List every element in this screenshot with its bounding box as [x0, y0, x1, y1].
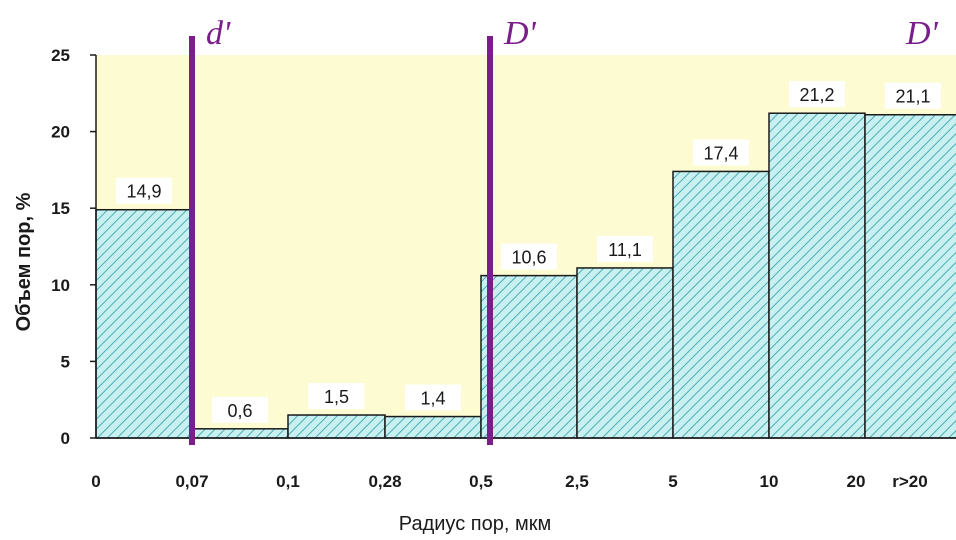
- data-label-7: 17,4: [703, 143, 738, 163]
- data-label-bg-1: [116, 177, 172, 204]
- x-tick-label-0: 0: [91, 472, 100, 491]
- bar-9: [864, 113, 956, 439]
- marker-label-2: D': [503, 15, 537, 52]
- bar-2: [191, 428, 289, 439]
- y-tick-label-4: 20: [51, 123, 70, 142]
- x-tick-label-9: r>20: [892, 472, 927, 491]
- x-axis-title: Радиус пор, мкм: [399, 513, 551, 535]
- y-tick-label-1: 5: [61, 352, 70, 371]
- data-label-9: 21,1: [895, 87, 930, 107]
- data-label-5: 10,6: [511, 248, 546, 268]
- y-tick-label-5: 25: [51, 46, 70, 65]
- bar-5: [480, 274, 578, 439]
- data-label-bg-9: [885, 82, 941, 109]
- bar-6: [576, 267, 674, 439]
- data-label-bg-2: [212, 396, 268, 423]
- data-label-1: 14,9: [126, 182, 161, 202]
- y-axis-title: Объем пор, %: [13, 192, 35, 331]
- x-tick-label-5: 2,5: [565, 472, 589, 491]
- bar-7: [672, 170, 770, 439]
- x-tick-label-8: 20: [847, 472, 866, 491]
- x-tick-label-1: 0,07: [175, 472, 208, 491]
- data-label-bg-7: [693, 139, 749, 166]
- y-tick-label-2: 10: [51, 276, 70, 295]
- data-label-bg-8: [789, 81, 845, 108]
- x-tick-label-7: 10: [760, 472, 779, 491]
- data-label-bg-4: [405, 384, 461, 411]
- y-tick-label-0: 0: [61, 429, 70, 448]
- data-label-bg-5: [501, 243, 557, 270]
- bar-4: [384, 415, 482, 439]
- data-label-bg-3: [308, 383, 365, 410]
- marker-label-1: d': [206, 15, 231, 52]
- data-label-3: 1,5: [324, 387, 349, 407]
- data-label-6: 11,1: [608, 240, 642, 260]
- bar-8: [768, 112, 866, 439]
- x-tick-label-2: 0,1: [276, 472, 300, 491]
- bar-1: [95, 208, 193, 439]
- data-label-2: 0,6: [227, 401, 252, 421]
- data-label-bg-6: [597, 235, 653, 262]
- marker-label-3: D': [905, 15, 939, 52]
- bar-3: [287, 414, 386, 439]
- y-tick-label-3: 15: [51, 199, 70, 218]
- x-tick-label-3: 0,28: [368, 472, 401, 491]
- x-tick-label-6: 5: [668, 472, 677, 491]
- data-label-4: 1,4: [420, 389, 445, 409]
- x-tick-label-4: 0,5: [469, 472, 493, 491]
- data-label-8: 21,2: [799, 85, 834, 105]
